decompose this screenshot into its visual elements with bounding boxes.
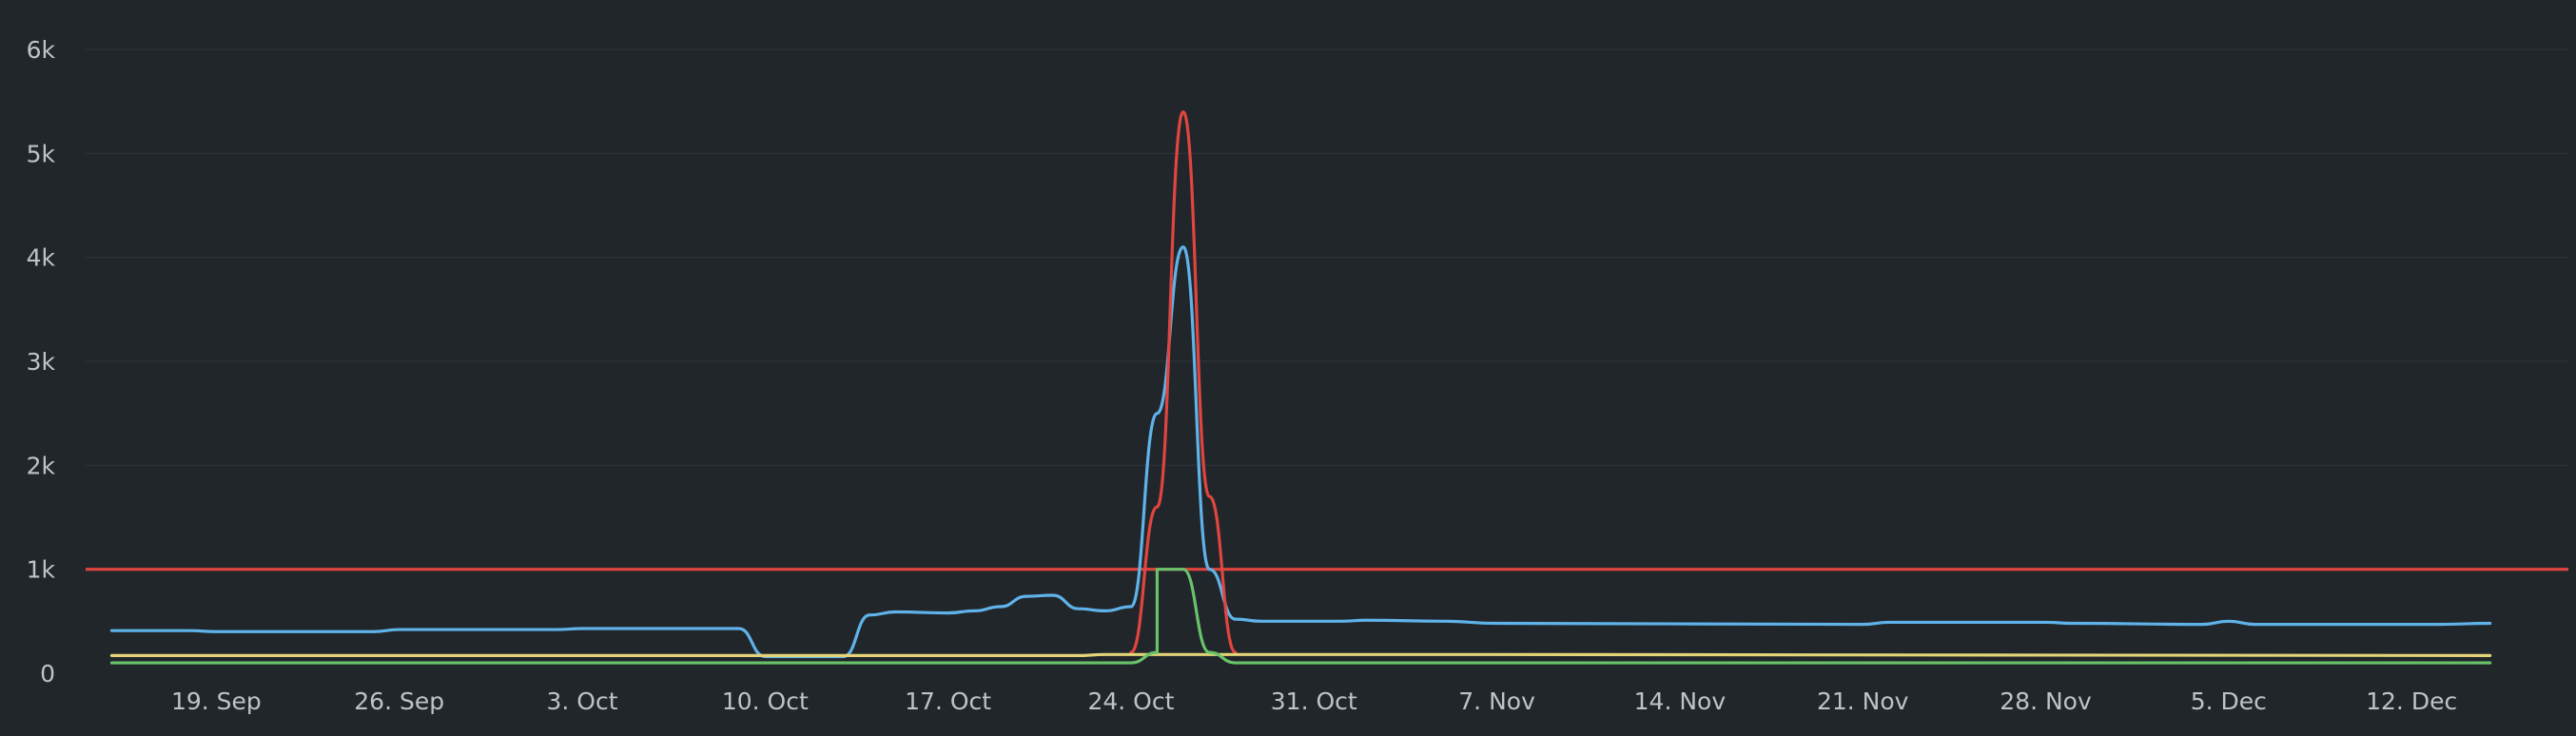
x-tick-label: 28. Nov xyxy=(2000,688,2092,715)
x-tick-label: 19. Sep xyxy=(171,688,262,715)
y-tick-label: 4k xyxy=(27,244,56,272)
series-line-3 xyxy=(109,568,2492,665)
y-tick-label: 0 xyxy=(40,660,55,688)
x-axis: 19. Sep 26. Sep 3. Oct 10. Oct 17. Oct 24. Oc… xyxy=(171,688,2457,715)
x-tick-label: 5. Dec xyxy=(2191,688,2267,715)
y-tick-label: 1k xyxy=(27,556,56,584)
x-tick-label: 17. Oct xyxy=(905,688,991,715)
x-tick-label: 31. Oct xyxy=(1271,688,1357,715)
x-tick-label: 26. Sep xyxy=(354,688,444,715)
x-tick-label: 12. Dec xyxy=(2366,688,2457,715)
series-line-2 xyxy=(109,652,2492,658)
x-tick-label: 10. Oct xyxy=(722,688,809,715)
y-tick-label: 5k xyxy=(27,140,56,167)
y-tick-label: 3k xyxy=(27,348,56,376)
series-line-0 xyxy=(109,245,2492,659)
x-tick-label: 7. Nov xyxy=(1458,688,1535,715)
y-tick-label: 6k xyxy=(27,36,56,64)
grid-lines xyxy=(86,48,2568,467)
x-tick-label: 14. Nov xyxy=(1634,688,1727,715)
x-tick-label: 21. Nov xyxy=(1817,688,1909,715)
series-line-1 xyxy=(1129,110,1238,654)
y-axis: 0 1k 2k 3k 4k 5k 6k xyxy=(27,36,56,688)
y-tick-label: 2k xyxy=(27,452,56,479)
x-tick-label: 24. Oct xyxy=(1087,688,1174,715)
x-tick-label: 3. Oct xyxy=(546,688,617,715)
series-lines xyxy=(109,110,2492,665)
